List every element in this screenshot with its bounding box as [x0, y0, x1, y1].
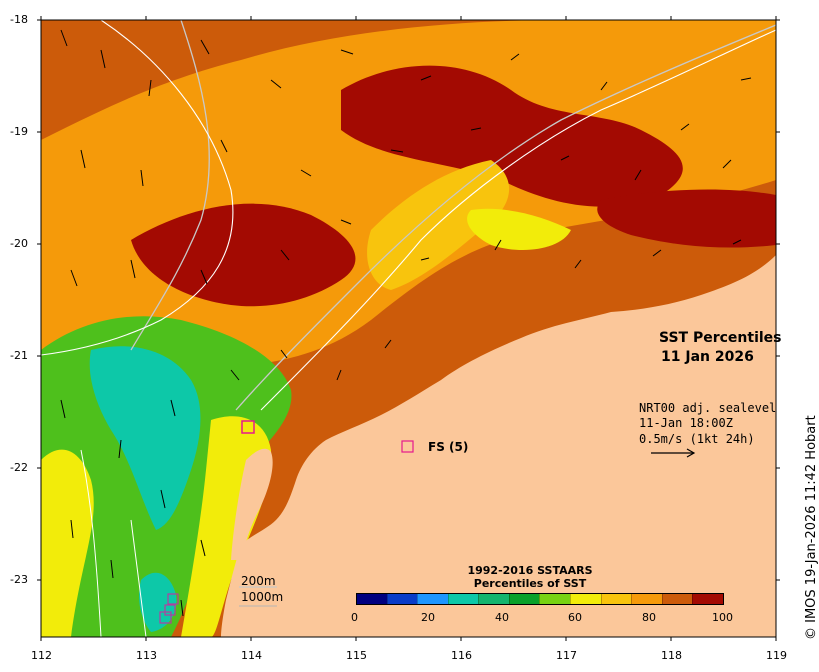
current-source: NRT00 adj. sealevel — [639, 401, 777, 415]
site-marker-s2 — [164, 604, 176, 616]
credit-text: © IMOS 19-Jan-2026 11:42 Hobart — [804, 415, 819, 640]
bathy-1000m — [41, 20, 776, 411]
current-vectors — [60, 29, 752, 617]
color-bar-segment — [447, 594, 479, 604]
site-marker-north — [241, 420, 255, 434]
y-tick-label: -18 — [10, 13, 28, 26]
x-tick-label: 116 — [451, 649, 472, 662]
color-bar-segment — [508, 594, 540, 604]
color-bar-segment — [570, 594, 601, 604]
color-bar-segment — [478, 594, 509, 604]
x-tick-label: 118 — [661, 649, 682, 662]
y-tick-label: -19 — [10, 125, 28, 138]
scale-1000m: 1000m — [241, 590, 284, 604]
y-tick-label: -21 — [10, 349, 28, 362]
current-time: 11-Jan 18:00Z — [639, 416, 733, 430]
color-bar-segment — [357, 594, 387, 604]
map-date: 11 Jan 2026 — [661, 349, 754, 365]
land — [221, 255, 776, 637]
site-label: FS (5) — [428, 440, 469, 454]
legend-subtitle: Percentiles of SST — [473, 577, 587, 590]
legend-tick: 100 — [712, 611, 733, 624]
dark-red-region-central — [131, 203, 356, 307]
color-bar-segment — [661, 594, 693, 604]
site-marker-s1 — [167, 593, 179, 605]
yellow-patch-2 — [467, 208, 571, 250]
legend-tick: 40 — [495, 611, 509, 624]
sst-field — [41, 20, 776, 637]
color-bar-segment — [386, 594, 418, 604]
x-tick-label: 113 — [136, 649, 157, 662]
site-marker-s3 — [159, 611, 172, 624]
x-tick-label: 112 — [31, 649, 52, 662]
bathy-200m — [130, 20, 776, 411]
scale-200m: 200m — [241, 574, 276, 588]
y-tick-label: -22 — [10, 461, 28, 474]
dark-red-region-east — [597, 189, 776, 248]
color-bar-segment — [417, 594, 448, 604]
color-bar-segment — [631, 594, 662, 604]
legend-tick: 0 — [351, 611, 358, 624]
legend-tick: 60 — [568, 611, 582, 624]
exmouth-peninsula — [231, 448, 273, 560]
reference-arrow — [651, 448, 696, 458]
x-tick-label: 119 — [766, 649, 787, 662]
color-bar-segment — [539, 594, 571, 604]
x-tick-label: 115 — [346, 649, 367, 662]
x-tick-label: 114 — [241, 649, 262, 662]
dark-red-region-north — [341, 65, 683, 207]
color-bar-segment — [600, 594, 632, 604]
y-tick-marks — [37, 19, 780, 581]
site-marker-fs — [401, 440, 414, 453]
teal-core — [89, 346, 201, 530]
legend-tick: 20 — [421, 611, 435, 624]
y-tick-label: -23 — [10, 573, 28, 586]
teal-south — [139, 572, 177, 632]
legend-title: 1992-2016 SSTAARS — [467, 564, 593, 577]
map-title: SST Percentiles — [659, 330, 782, 346]
color-bar — [356, 593, 724, 605]
yellow-fringe — [41, 449, 94, 637]
x-tick-marks — [40, 16, 777, 641]
color-bar-segment — [692, 594, 723, 604]
current-scale: 0.5m/s (1kt 24h) — [639, 432, 755, 446]
legend-tick: 80 — [642, 611, 656, 624]
x-tick-label: 117 — [556, 649, 577, 662]
bathy-west — [80, 449, 147, 637]
y-tick-label: -20 — [10, 237, 28, 250]
sst-map — [41, 20, 776, 637]
